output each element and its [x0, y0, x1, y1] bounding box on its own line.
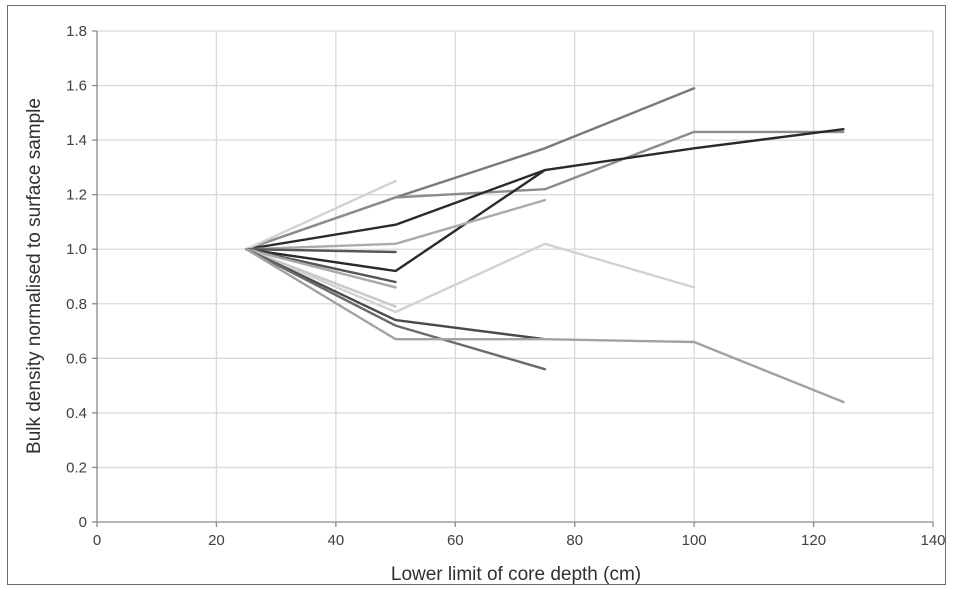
x-axis-tick-labels: 0 20 40 60 80 100 120 140: [93, 532, 946, 549]
y-tick-label: 0.8: [66, 296, 87, 313]
series-line-8: [245, 247, 397, 254]
series-line-13: [245, 247, 547, 371]
x-tick-label: 80: [566, 532, 583, 549]
x-axis-title: Lower limit of core depth (cm): [391, 564, 641, 585]
axes: [92, 30, 934, 527]
x-tick-label: 100: [682, 532, 707, 549]
y-tick-label: 1.2: [66, 187, 87, 204]
series-line-14: [245, 247, 845, 404]
x-tick-label: 40: [328, 532, 345, 549]
series-line-10: [245, 247, 397, 289]
series-line-4: [245, 168, 547, 273]
series-line-6: [245, 198, 547, 251]
y-tick-label: 0.2: [66, 459, 87, 476]
series-line-7: [245, 242, 696, 314]
series-line-5: [245, 179, 397, 251]
y-tick-label: 0.6: [66, 350, 87, 367]
series-line-12: [245, 247, 547, 341]
series-line-11: [245, 247, 397, 308]
y-axis-tick-labels: 0 0.2 0.4 0.6 0.8 1.0 1.2 1.4 1.6 1.8: [66, 23, 87, 531]
y-tick-label: 1.0: [66, 241, 87, 258]
y-tick-label: 1.4: [66, 132, 87, 149]
x-tick-label: 0: [93, 532, 101, 549]
x-tick-label: 60: [447, 532, 464, 549]
y-tick-label: 0: [79, 514, 87, 531]
y-tick-label: 1.6: [66, 78, 87, 95]
chart-frame: [7, 5, 946, 585]
gridlines: [97, 30, 934, 522]
y-tick-label: 0.4: [66, 405, 87, 422]
series-line-2: [245, 130, 845, 251]
y-axis-title: Bulk density normalised to surface sampl…: [24, 98, 45, 454]
data-series: [245, 87, 845, 404]
x-tick-label: 20: [208, 532, 225, 549]
y-tick-label: 1.8: [66, 23, 87, 40]
x-tick-label: 120: [801, 532, 826, 549]
x-tick-label: 140: [920, 532, 945, 549]
